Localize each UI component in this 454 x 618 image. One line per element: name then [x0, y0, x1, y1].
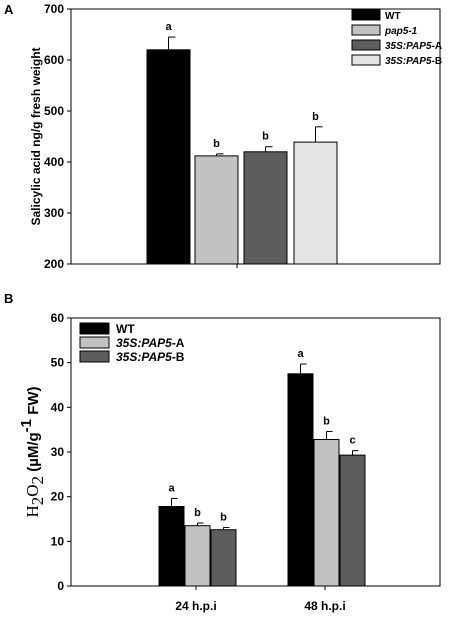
- bar-b: [339, 454, 366, 587]
- bar-b: [287, 373, 314, 587]
- legend-label-b-main: 35S:PAP5: [116, 336, 172, 350]
- significance-label-b: c: [349, 435, 355, 447]
- y-axis-label-b-part: 2: [28, 476, 47, 485]
- legend-label-b-main: WT: [116, 322, 135, 336]
- significance-label-a: b: [213, 138, 220, 150]
- y-axis-label-b-part: O: [23, 484, 42, 496]
- panel-a-chart: 200 300 400 500 600 700 Salicylic acid ng/g fr…: [29, 2, 442, 271]
- panel-label-b: B: [4, 291, 13, 306]
- legend-label-b: 35S:PAP5-A: [116, 336, 185, 350]
- legend-swatch-b: [79, 322, 110, 335]
- y-tick-label-b: 30: [51, 445, 65, 459]
- legend-swatch-b: [79, 350, 110, 363]
- y-tick-label-b: 60: [51, 311, 65, 325]
- y-tick-label-a: 300: [44, 206, 64, 220]
- y-tick-label-b: 40: [51, 400, 65, 414]
- legend-label-b: 35S:PAP5-B: [116, 350, 185, 364]
- legend-swatch-a: [351, 9, 381, 21]
- panel-b-chart: 0 10 20 30 40 50 60 24 h.p.i a b b 48 h.p.i a b c H2O2 …: [18, 311, 441, 613]
- bar-b: [184, 525, 211, 587]
- y-tick-label-b: 20: [51, 490, 65, 504]
- significance-label-b: a: [297, 348, 304, 360]
- y-tick-label-a: 600: [44, 53, 64, 67]
- y-axis-label-a: Salicylic acid ng/g fresh weight: [29, 47, 43, 225]
- legend-swatch-b: [79, 336, 110, 349]
- bar-a: [293, 141, 338, 265]
- panel-label-a: A: [4, 2, 14, 17]
- legend-label-b: WT: [116, 322, 135, 336]
- legend-label-b-suffix: -B: [172, 350, 185, 364]
- legend-label-a-suffix: -B: [432, 56, 443, 67]
- significance-label-b: b: [194, 507, 201, 519]
- significance-label-b: b: [323, 415, 330, 427]
- legend-label-a: WT: [385, 11, 401, 22]
- bar-b: [158, 505, 185, 587]
- y-tick-label-a: 700: [44, 2, 64, 16]
- significance-label-b: a: [168, 482, 175, 494]
- legend-swatch-a: [351, 54, 381, 66]
- legend-label-a-main: pap5-1: [384, 26, 418, 37]
- x-tick-label-b: 24 h.p.i: [175, 599, 216, 613]
- legend-label-a: 35S:PAP5-A: [385, 41, 442, 52]
- bar-a: [146, 49, 191, 265]
- y-axis-label-b-part: 2: [28, 497, 47, 506]
- y-tick-label-a: 500: [44, 104, 64, 118]
- x-tick-label-b: 48 h.p.i: [304, 599, 345, 613]
- legend-label-a-main: 35S:PAP5: [385, 56, 432, 67]
- significance-label-a: b: [312, 111, 319, 123]
- y-axis-label-b: H2O2 (µM/g-1 FW): [18, 386, 47, 517]
- significance-label-a: b: [262, 131, 269, 143]
- legend-label-a: 35S:PAP5-B: [385, 56, 442, 67]
- y-axis-label-b-part: (µM/g: [25, 432, 42, 476]
- y-tick-label-b: 0: [57, 579, 64, 593]
- legend-label-a-main: WT: [385, 11, 401, 22]
- y-tick-label-b: 10: [51, 534, 65, 548]
- y-axis-label-b-part: -1: [18, 419, 35, 432]
- bar-a: [194, 155, 239, 265]
- y-tick-label-b: 50: [51, 356, 65, 370]
- bar-a: [243, 151, 288, 265]
- legend-label-a-main: 35S:PAP5: [385, 41, 432, 52]
- legend-swatch-a: [351, 24, 381, 36]
- bar-b: [313, 438, 340, 587]
- significance-label-b: b: [220, 511, 227, 523]
- y-axis-label-b-part: H: [23, 505, 42, 517]
- y-tick-label-a: 200: [44, 257, 64, 271]
- legend-label-a: pap5-1: [384, 26, 418, 37]
- significance-label-a: a: [165, 21, 172, 33]
- legend-label-b-suffix: -A: [172, 336, 185, 350]
- legend-label-b-main: 35S:PAP5: [116, 350, 172, 364]
- legend-swatch-a: [351, 39, 381, 51]
- y-axis-label-b-part: FW): [25, 386, 42, 418]
- y-tick-label-a: 400: [44, 155, 64, 169]
- legend-label-a-suffix: -A: [432, 41, 443, 52]
- bar-b: [210, 529, 237, 587]
